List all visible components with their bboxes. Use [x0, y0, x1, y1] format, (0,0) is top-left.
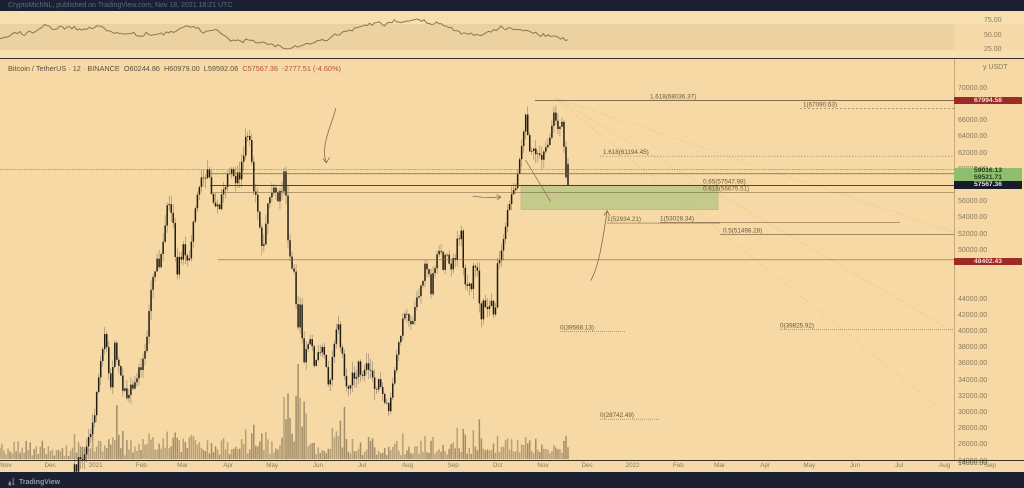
svg-text:0.618(56675.51): 0.618(56675.51): [703, 186, 749, 193]
svg-text:1.618(68036.37): 1.618(68036.37): [650, 94, 696, 101]
svg-text:1(53028.34): 1(53028.34): [660, 215, 694, 222]
svg-text:1(52934.21): 1(52934.21): [607, 216, 641, 223]
svg-text:0.5(51498.28): 0.5(51498.28): [723, 228, 762, 235]
svg-text:1.618(61194.45): 1.618(61194.45): [603, 149, 649, 156]
svg-text:0(39825.92): 0(39825.92): [780, 322, 814, 329]
svg-text:1(67090.63): 1(67090.63): [803, 101, 837, 108]
svg-text:0.65(57547.98): 0.65(57547.98): [703, 179, 746, 186]
svg-text:0(28742.49): 0(28742.49): [600, 412, 634, 419]
svg-text:0(39568.13): 0(39568.13): [560, 324, 594, 331]
